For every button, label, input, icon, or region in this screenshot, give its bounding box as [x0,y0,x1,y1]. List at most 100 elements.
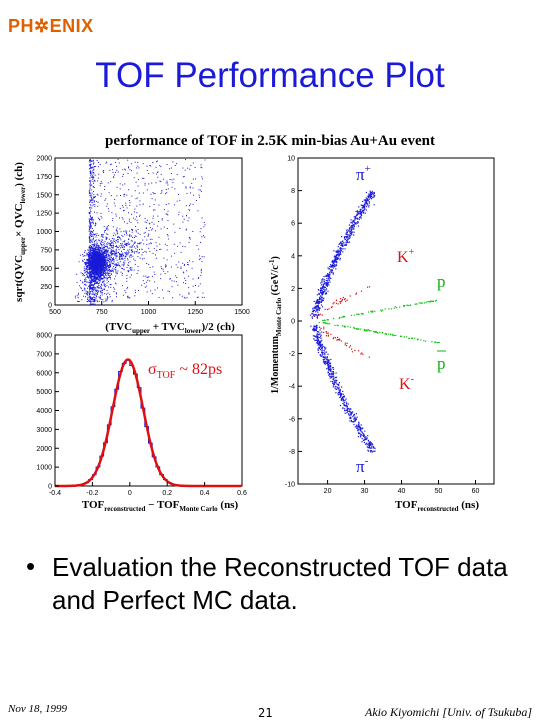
pion-point [346,412,348,414]
scatter-point [139,242,141,244]
scatter-point [147,276,149,278]
pion-point [335,260,337,262]
scatter-point [183,175,185,177]
scatter-point [126,230,128,232]
scatter-point [85,280,86,282]
scatter-point [90,301,92,303]
scatter-point [123,269,125,271]
scatter-point [87,267,89,269]
scatter-point [104,267,106,269]
pion-point [322,299,324,302]
scatter-point [90,275,92,277]
scatter-point [92,221,94,223]
scatter-point [89,168,90,170]
pion-point [328,360,330,362]
scatter-point [94,248,96,250]
pion-point [331,269,333,272]
scatter-point [186,228,188,230]
scatter-point [120,258,122,259]
pion-point [344,236,347,238]
pion-point [320,344,322,346]
scatter-point [122,246,123,248]
pion-point [361,207,363,209]
scatter-point [100,247,102,249]
pion-point [328,268,330,270]
scatter-point [91,267,93,269]
scatter-point [107,251,109,253]
x-axis-tick-label: 750 [96,309,108,316]
scatter-point [91,264,93,266]
scatter-point [109,258,111,260]
pion-point [316,333,318,335]
pion-point [337,388,339,390]
scatter-point [111,250,113,252]
pion-point [351,421,354,423]
pion-point [357,213,359,215]
scatter-point [103,170,105,172]
scatter-point [88,277,90,279]
scatter-point [126,245,128,247]
scatter-point [97,253,99,255]
scatter-point [100,271,102,273]
scatter-point [91,291,93,292]
scatter-point [95,254,97,256]
scatter-point [165,182,167,184]
scatter-point [96,301,98,303]
scatter-point [201,167,203,169]
pion-point [370,197,372,199]
scatter-point [102,235,104,237]
pion-point [356,222,358,224]
scatter-point [109,278,111,280]
scatter-point [89,223,91,225]
pion-point [317,304,319,306]
scatter-point [86,259,87,261]
scatter-point [112,218,114,219]
scatter-point [114,254,116,255]
scatter-point [137,246,139,248]
y-axis-tick-label: 4000 [36,408,52,415]
kaon-point [326,331,328,333]
scatter-point [100,260,102,262]
pion-point [312,328,314,330]
scatter-point [114,240,116,242]
pion-point [324,354,326,356]
pion-point [313,309,315,312]
pion-point [353,224,355,226]
scatter-point [153,271,155,273]
pion-point [314,308,316,310]
scatter-point [94,279,96,281]
scatter-point [156,249,158,251]
scatter-point [106,282,108,284]
scatter-point [94,278,96,280]
scatter-point [76,300,78,302]
scatter-point [116,263,117,265]
pion-point [368,204,370,206]
scatter-point [94,249,96,251]
scatter-point [93,261,95,263]
pion-point [330,373,332,375]
pion-point [368,443,370,446]
scatter-point [152,215,154,217]
scatter-point [116,231,118,233]
pion-point [313,315,315,317]
scatter-point [180,251,182,253]
scatter-point [139,214,141,216]
scatter-point [130,221,132,223]
pion-point [327,363,329,365]
pion-point [334,261,336,263]
scatter-point [93,275,94,277]
scatter-point [90,200,92,201]
scatter-point [95,257,97,259]
scatter-point [127,254,129,256]
pion-point [363,439,365,441]
pion-point [317,336,319,338]
scatter-point [97,281,99,283]
scatter-points [74,158,206,306]
scatter-point [103,252,105,254]
scatter-point [96,268,98,270]
scatter-point [92,263,94,265]
pion-point [366,437,368,439]
scatter-point [98,267,100,269]
scatter-point [100,255,102,257]
scatter-point [128,262,129,264]
